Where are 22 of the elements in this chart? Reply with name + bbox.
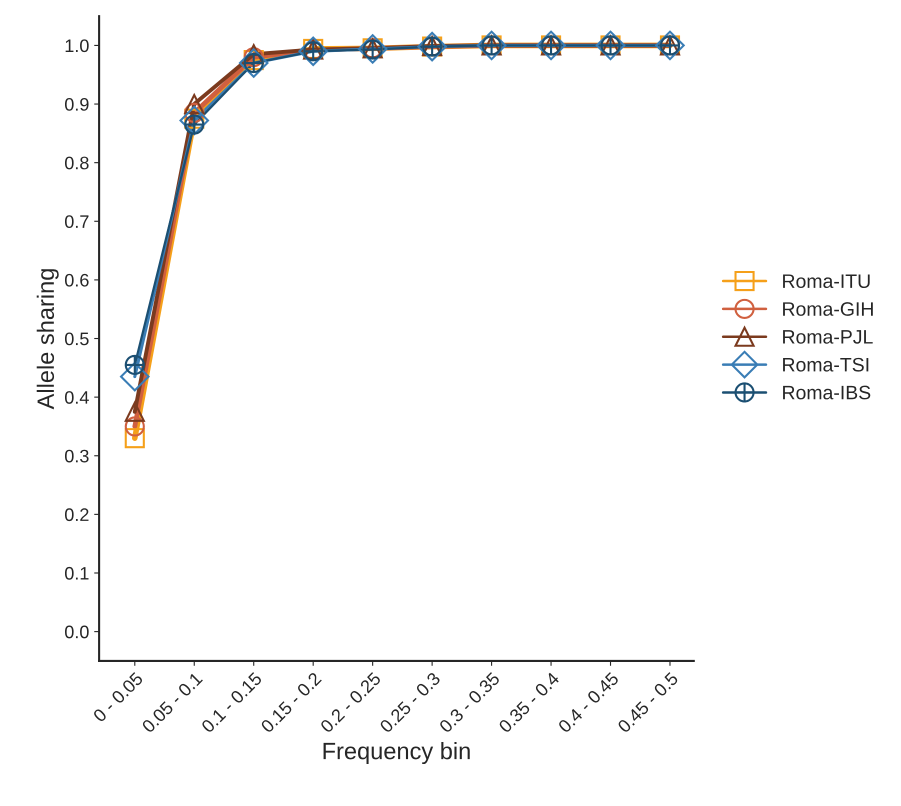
- legend-label: Roma-IBS: [783, 386, 870, 400]
- x-tick-label: 0.3 - 0.35: [438, 672, 500, 734]
- y-tick-label: 0.0: [64, 626, 89, 638]
- y-tick-label: 0.1: [64, 566, 89, 580]
- x-axis-title: Frequency bin: [324, 742, 470, 764]
- y-tick-label: 1.0: [66, 39, 89, 52]
- legend-label: Roma-ITU: [783, 274, 870, 288]
- y-tick-label: 0.5: [64, 332, 89, 346]
- legend-label: Roma-TSI: [783, 358, 868, 372]
- legend-label: Roma-GIH: [783, 302, 873, 316]
- legend-label: Roma-PJL: [783, 330, 873, 344]
- y-tick-label: 0.4: [64, 391, 89, 404]
- x-tick-label: 0.4 - 0.45: [557, 672, 620, 734]
- y-tick-label: 0.8: [64, 156, 89, 170]
- y-tick-label: 0.3: [64, 450, 89, 462]
- x-tick-label: 0 - 0.05: [92, 672, 144, 723]
- y-tick-label: 0.2: [64, 508, 88, 522]
- y-tick-label: 0.9: [64, 98, 89, 111]
- y-axis-title: Allele sharing: [36, 269, 59, 410]
- y-tick-label: 0.6: [64, 274, 89, 287]
- y-tick-label: 0.7: [64, 215, 88, 228]
- x-tick-label: 0.15 - 0.2: [260, 672, 322, 734]
